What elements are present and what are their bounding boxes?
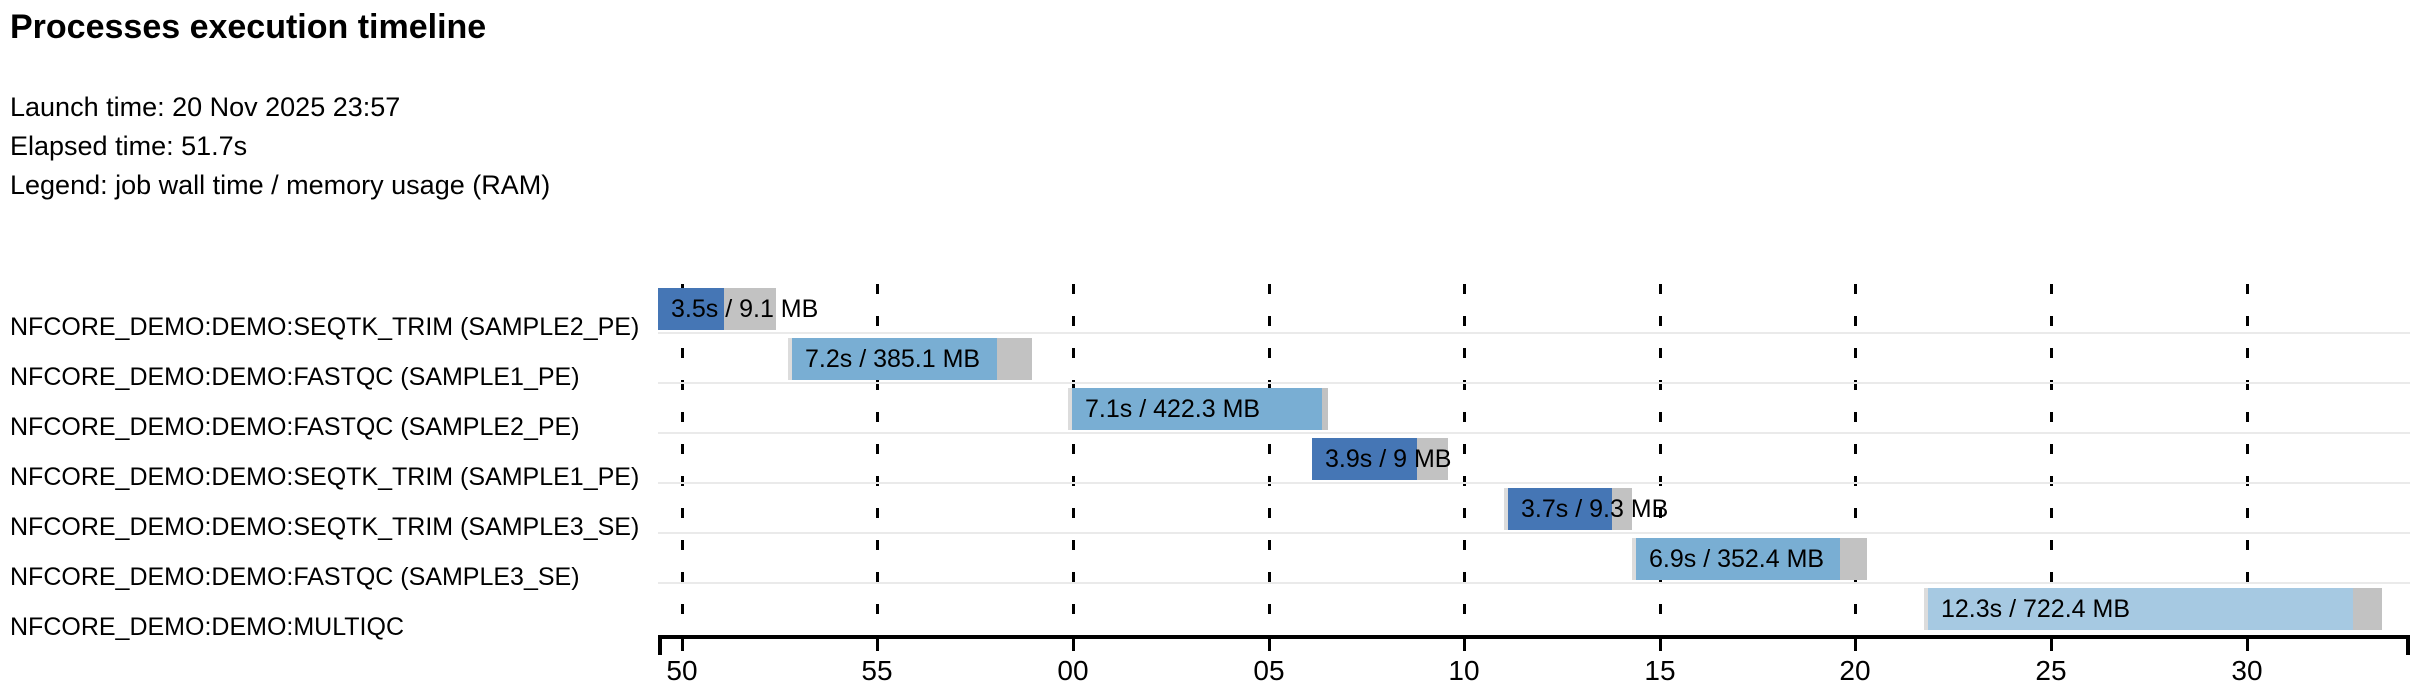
launch-time-text: Launch time: 20 Nov 2025 23:57 [10,92,401,122]
row-separator [658,382,2410,384]
bar-run-segment [1072,388,1322,430]
axis-tick-label: 25 [2035,655,2067,686]
grid-line [1659,284,1662,635]
bar-label: 6.9s / 352.4 MB [1649,545,1825,573]
timeline-row-bar: 3.9s / 9 MB [1312,438,1452,480]
bar-label: 7.2s / 385.1 MB [805,345,981,373]
bar-trailing-segment [724,288,776,330]
timeline-row-bar: 12.3s / 722.4 MB [1924,588,2382,630]
run-meta: Launch time: 20 Nov 2025 23:57 Elapsed t… [10,88,550,205]
bar-trailing-segment [2353,588,2382,630]
axis-tick-label: 15 [1644,655,1676,686]
x-axis-left-cap [658,637,662,655]
axis-tick [1268,637,1271,651]
bar-run-segment [1928,588,2353,630]
bar-run-segment [1508,488,1612,530]
timeline-row-bar: 6.9s / 352.4 MB [1632,538,1867,580]
axis-tick-label: 10 [1448,655,1480,686]
bar-run-segment [792,338,997,380]
grid-line [876,284,879,635]
axis-tick-label: 50 [666,655,698,686]
bar-trailing-segment [1322,388,1328,430]
axis-tick [681,637,684,651]
row-label: NFCORE_DEMO:DEMO:SEQTK_TRIM (SAMPLE2_PE) [10,312,640,341]
row-separator [658,332,2410,334]
bar-label: 3.9s / 9 MB [1325,445,1452,473]
row-separator [658,532,2410,534]
row-separator [658,432,2410,434]
bar-trailing-segment [1612,488,1632,530]
row-label: NFCORE_DEMO:DEMO:FASTQC (SAMPLE3_SE) [10,562,580,591]
bar-label: 7.1s / 422.3 MB [1085,395,1261,423]
bar-pending-segment [1068,388,1072,430]
row-separator [658,582,2410,584]
timeline-row-bar: 7.2s / 385.1 MB [788,338,1032,380]
bar-pending-segment [1924,588,1928,630]
axis-tick-label: 55 [861,655,893,686]
axis-tick [1463,637,1466,651]
x-axis-line [658,635,2410,639]
axis-tick [1854,637,1857,651]
bar-pending-segment [1632,538,1636,580]
row-label: NFCORE_DEMO:DEMO:FASTQC (SAMPLE1_PE) [10,362,580,391]
bar-label: 3.5s / 9.1 MB [671,295,819,323]
bar-run-segment [1636,538,1840,580]
grid-line [1072,284,1075,635]
x-axis-right-cap [2406,637,2410,655]
grid-line [2050,284,2053,635]
bar-pending-segment [788,338,792,380]
bar-label: 12.3s / 722.4 MB [1941,595,2131,623]
grid-line [1268,284,1271,635]
axis-tick-label: 05 [1253,655,1285,686]
grid-line [681,284,684,635]
bar-run-segment [1312,438,1417,480]
axis-tick-label: 20 [1839,655,1871,686]
bar-run-segment [658,288,724,330]
axis-tick-label: 00 [1057,655,1089,686]
grid-line [1463,284,1466,635]
row-label: NFCORE_DEMO:DEMO:FASTQC (SAMPLE2_PE) [10,412,580,441]
bar-trailing-segment [1840,538,1867,580]
bar-trailing-segment [1417,438,1448,480]
axis-tick [1072,637,1075,651]
bar-pending-segment [1504,488,1508,530]
axis-tick [2050,637,2053,651]
row-separator [658,482,2410,484]
legend-text: Legend: job wall time / memory usage (RA… [10,170,551,200]
bar-trailing-segment [997,338,1032,380]
row-label: NFCORE_DEMO:DEMO:SEQTK_TRIM (SAMPLE3_SE) [10,512,640,541]
page-title: Processes execution timeline [10,8,487,46]
axis-tick [1659,637,1662,651]
row-label: NFCORE_DEMO:DEMO:MULTIQC [10,612,404,641]
grid-line [1854,284,1857,635]
axis-tick-label: 30 [2231,655,2263,686]
axis-tick [876,637,879,651]
elapsed-time-text: Elapsed time: 51.7s [10,131,248,161]
timeline-row-bar: 7.1s / 422.3 MB [1068,388,1328,430]
grid-line [2246,284,2249,635]
axis-tick [2246,637,2249,651]
bar-label: 3.7s / 9.3 MB [1521,495,1669,523]
timeline-row-bar: 3.5s / 9.1 MB [658,288,818,330]
row-label: NFCORE_DEMO:DEMO:SEQTK_TRIM (SAMPLE1_PE) [10,462,640,491]
timeline-row-bar: 3.7s / 9.3 MB [1504,488,1668,530]
